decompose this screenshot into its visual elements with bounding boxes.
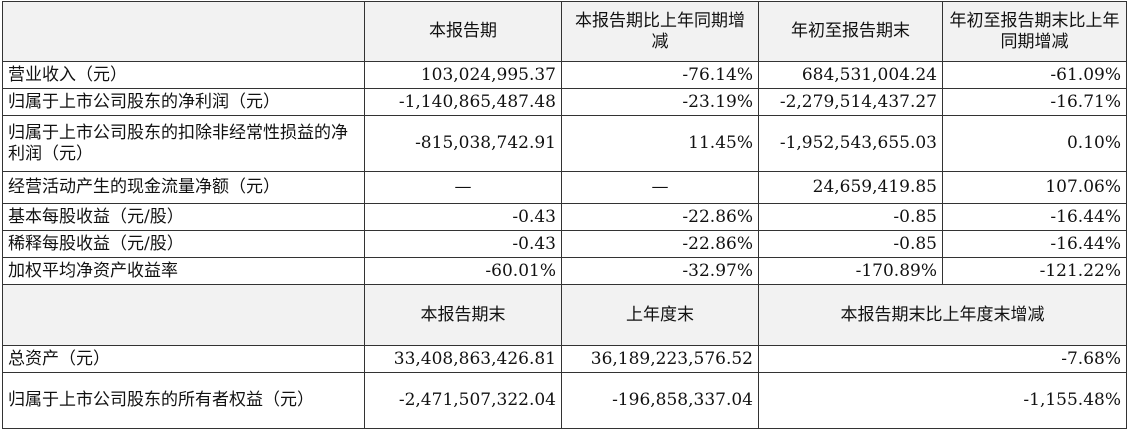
cell-value: 24,659,419.85: [758, 171, 943, 204]
cell-value: -2,279,514,437.27: [758, 88, 943, 116]
header-current-period-yoy: 本报告期比上年同期增减: [561, 1, 759, 62]
cell-value: 33,408,863,426.81: [364, 345, 562, 373]
cell-value: -1,155.48%: [758, 372, 1127, 429]
cell-value: -16.44%: [942, 230, 1127, 258]
header-corner-cell: [2, 284, 365, 346]
table-row: 基本每股收益（元/股） -0.43 -22.86% -0.85 -16.44%: [2, 203, 1127, 231]
header-current-period: 本报告期: [364, 1, 562, 62]
cell-value: -0.43: [364, 230, 562, 258]
cell-value: 11.45%: [561, 115, 759, 172]
row-label: 归属于上市公司股东的净利润（元）: [2, 88, 365, 116]
table-row: 归属于上市公司股东的所有者权益（元） -2,471,507,322.04 -19…: [2, 372, 1127, 429]
cell-value: -22.86%: [561, 230, 759, 258]
row-label: 归属于上市公司股东的扣除非经常性损益的净利润（元）: [2, 115, 365, 172]
cell-value: 103,024,995.37: [364, 61, 562, 89]
cell-value: -22.86%: [561, 203, 759, 231]
table-row: 经营活动产生的现金流量净额（元） — — 24,659,419.85 107.0…: [2, 171, 1127, 204]
cell-value: -121.22%: [942, 257, 1127, 285]
cell-value: -76.14%: [561, 61, 759, 89]
table-row: 营业收入（元） 103,024,995.37 -76.14% 684,531,0…: [2, 61, 1127, 89]
cell-value: -61.09%: [942, 61, 1127, 89]
table-row: 稀释每股收益（元/股） -0.43 -22.86% -0.85 -16.44%: [2, 230, 1127, 258]
table-row: 总资产（元） 33,408,863,426.81 36,189,223,576.…: [2, 345, 1127, 373]
cell-value: -196,858,337.04: [561, 372, 759, 429]
header-corner-cell: [2, 1, 365, 62]
cell-value: -16.44%: [942, 203, 1127, 231]
header-prior-year-end: 上年度末: [561, 284, 759, 346]
header-row-2: 本报告期末 上年度末 本报告期末比上年度末增减: [2, 284, 1127, 346]
table-row: 加权平均净资产收益率 -60.01% -32.97% -170.89% -121…: [2, 257, 1127, 285]
cell-value: -815,038,742.91: [364, 115, 562, 172]
row-label: 归属于上市公司股东的所有者权益（元）: [2, 372, 365, 429]
cell-value: -16.71%: [942, 88, 1127, 116]
header-period-end: 本报告期末: [364, 284, 562, 346]
table-row: 归属于上市公司股东的净利润（元） -1,140,865,487.48 -23.1…: [2, 88, 1127, 116]
cell-value: 107.06%: [942, 171, 1127, 204]
cell-value: -32.97%: [561, 257, 759, 285]
cell-value: -0.85: [758, 203, 943, 231]
row-label: 基本每股收益（元/股）: [2, 203, 365, 231]
cell-value: -1,140,865,487.48: [364, 88, 562, 116]
cell-value: -2,471,507,322.04: [364, 372, 562, 429]
cell-value: —: [561, 171, 759, 204]
cell-value: -7.68%: [758, 345, 1127, 373]
cell-value: -170.89%: [758, 257, 943, 285]
cell-value: —: [364, 171, 562, 204]
header-ytd-yoy: 年初至报告期末比上年同期增减: [942, 1, 1127, 62]
cell-value: 36,189,223,576.52: [561, 345, 759, 373]
cell-value: -60.01%: [364, 257, 562, 285]
cell-value: 0.10%: [942, 115, 1127, 172]
row-label: 经营活动产生的现金流量净额（元）: [2, 171, 365, 204]
header-ytd: 年初至报告期末: [758, 1, 943, 62]
row-label: 总资产（元）: [2, 345, 365, 373]
cell-value: -0.43: [364, 203, 562, 231]
row-label: 稀释每股收益（元/股）: [2, 230, 365, 258]
cell-value: -0.85: [758, 230, 943, 258]
financial-summary-table: 本报告期 本报告期比上年同期增减 年初至报告期末 年初至报告期末比上年同期增减 …: [2, 1, 1127, 429]
row-label: 营业收入（元）: [2, 61, 365, 89]
cell-value: 684,531,004.24: [758, 61, 943, 89]
cell-value: -1,952,543,655.03: [758, 115, 943, 172]
header-row-1: 本报告期 本报告期比上年同期增减 年初至报告期末 年初至报告期末比上年同期增减: [2, 1, 1127, 62]
row-label: 加权平均净资产收益率: [2, 257, 365, 285]
header-period-end-change: 本报告期末比上年度末增减: [758, 284, 1127, 346]
cell-value: -23.19%: [561, 88, 759, 116]
table-row: 归属于上市公司股东的扣除非经常性损益的净利润（元） -815,038,742.9…: [2, 115, 1127, 172]
